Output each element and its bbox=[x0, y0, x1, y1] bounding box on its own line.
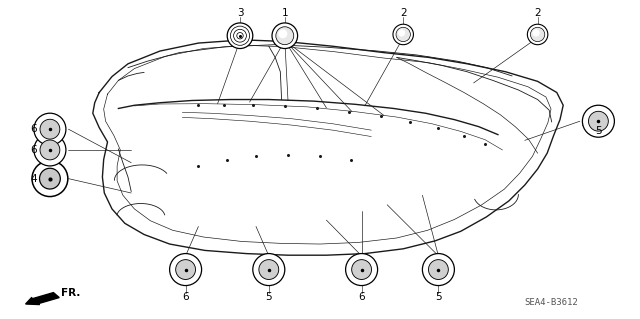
FancyArrow shape bbox=[26, 293, 60, 305]
Ellipse shape bbox=[259, 260, 279, 279]
Text: 5: 5 bbox=[435, 292, 442, 302]
Ellipse shape bbox=[396, 27, 410, 41]
Ellipse shape bbox=[272, 23, 298, 48]
Text: 6: 6 bbox=[182, 292, 189, 302]
Ellipse shape bbox=[40, 119, 60, 139]
Ellipse shape bbox=[429, 260, 449, 279]
Ellipse shape bbox=[352, 260, 371, 279]
Text: 6: 6 bbox=[30, 124, 36, 134]
Text: 2: 2 bbox=[534, 8, 541, 19]
Text: SEA4-B3612: SEA4-B3612 bbox=[525, 298, 579, 307]
Text: 6: 6 bbox=[30, 145, 36, 155]
Text: 4: 4 bbox=[30, 174, 36, 184]
Ellipse shape bbox=[393, 24, 413, 45]
Ellipse shape bbox=[34, 134, 66, 166]
Ellipse shape bbox=[175, 260, 196, 279]
Ellipse shape bbox=[589, 111, 609, 131]
Ellipse shape bbox=[40, 168, 60, 189]
Text: 1: 1 bbox=[282, 8, 288, 19]
Ellipse shape bbox=[398, 29, 405, 36]
Text: 5: 5 bbox=[266, 292, 272, 302]
Ellipse shape bbox=[422, 254, 454, 286]
Ellipse shape bbox=[170, 254, 202, 286]
Text: 3: 3 bbox=[237, 8, 243, 19]
Ellipse shape bbox=[527, 24, 548, 45]
Ellipse shape bbox=[227, 23, 253, 48]
Text: 2: 2 bbox=[400, 8, 406, 19]
Ellipse shape bbox=[278, 29, 287, 38]
Ellipse shape bbox=[346, 254, 378, 286]
Ellipse shape bbox=[531, 27, 545, 41]
Ellipse shape bbox=[34, 113, 66, 145]
Ellipse shape bbox=[582, 105, 614, 137]
Text: FR.: FR. bbox=[61, 287, 80, 298]
Text: 6: 6 bbox=[358, 292, 365, 302]
Ellipse shape bbox=[32, 161, 68, 197]
Ellipse shape bbox=[532, 29, 540, 36]
Ellipse shape bbox=[40, 140, 60, 160]
Text: 5: 5 bbox=[595, 126, 602, 136]
Ellipse shape bbox=[276, 27, 294, 45]
Ellipse shape bbox=[253, 254, 285, 286]
